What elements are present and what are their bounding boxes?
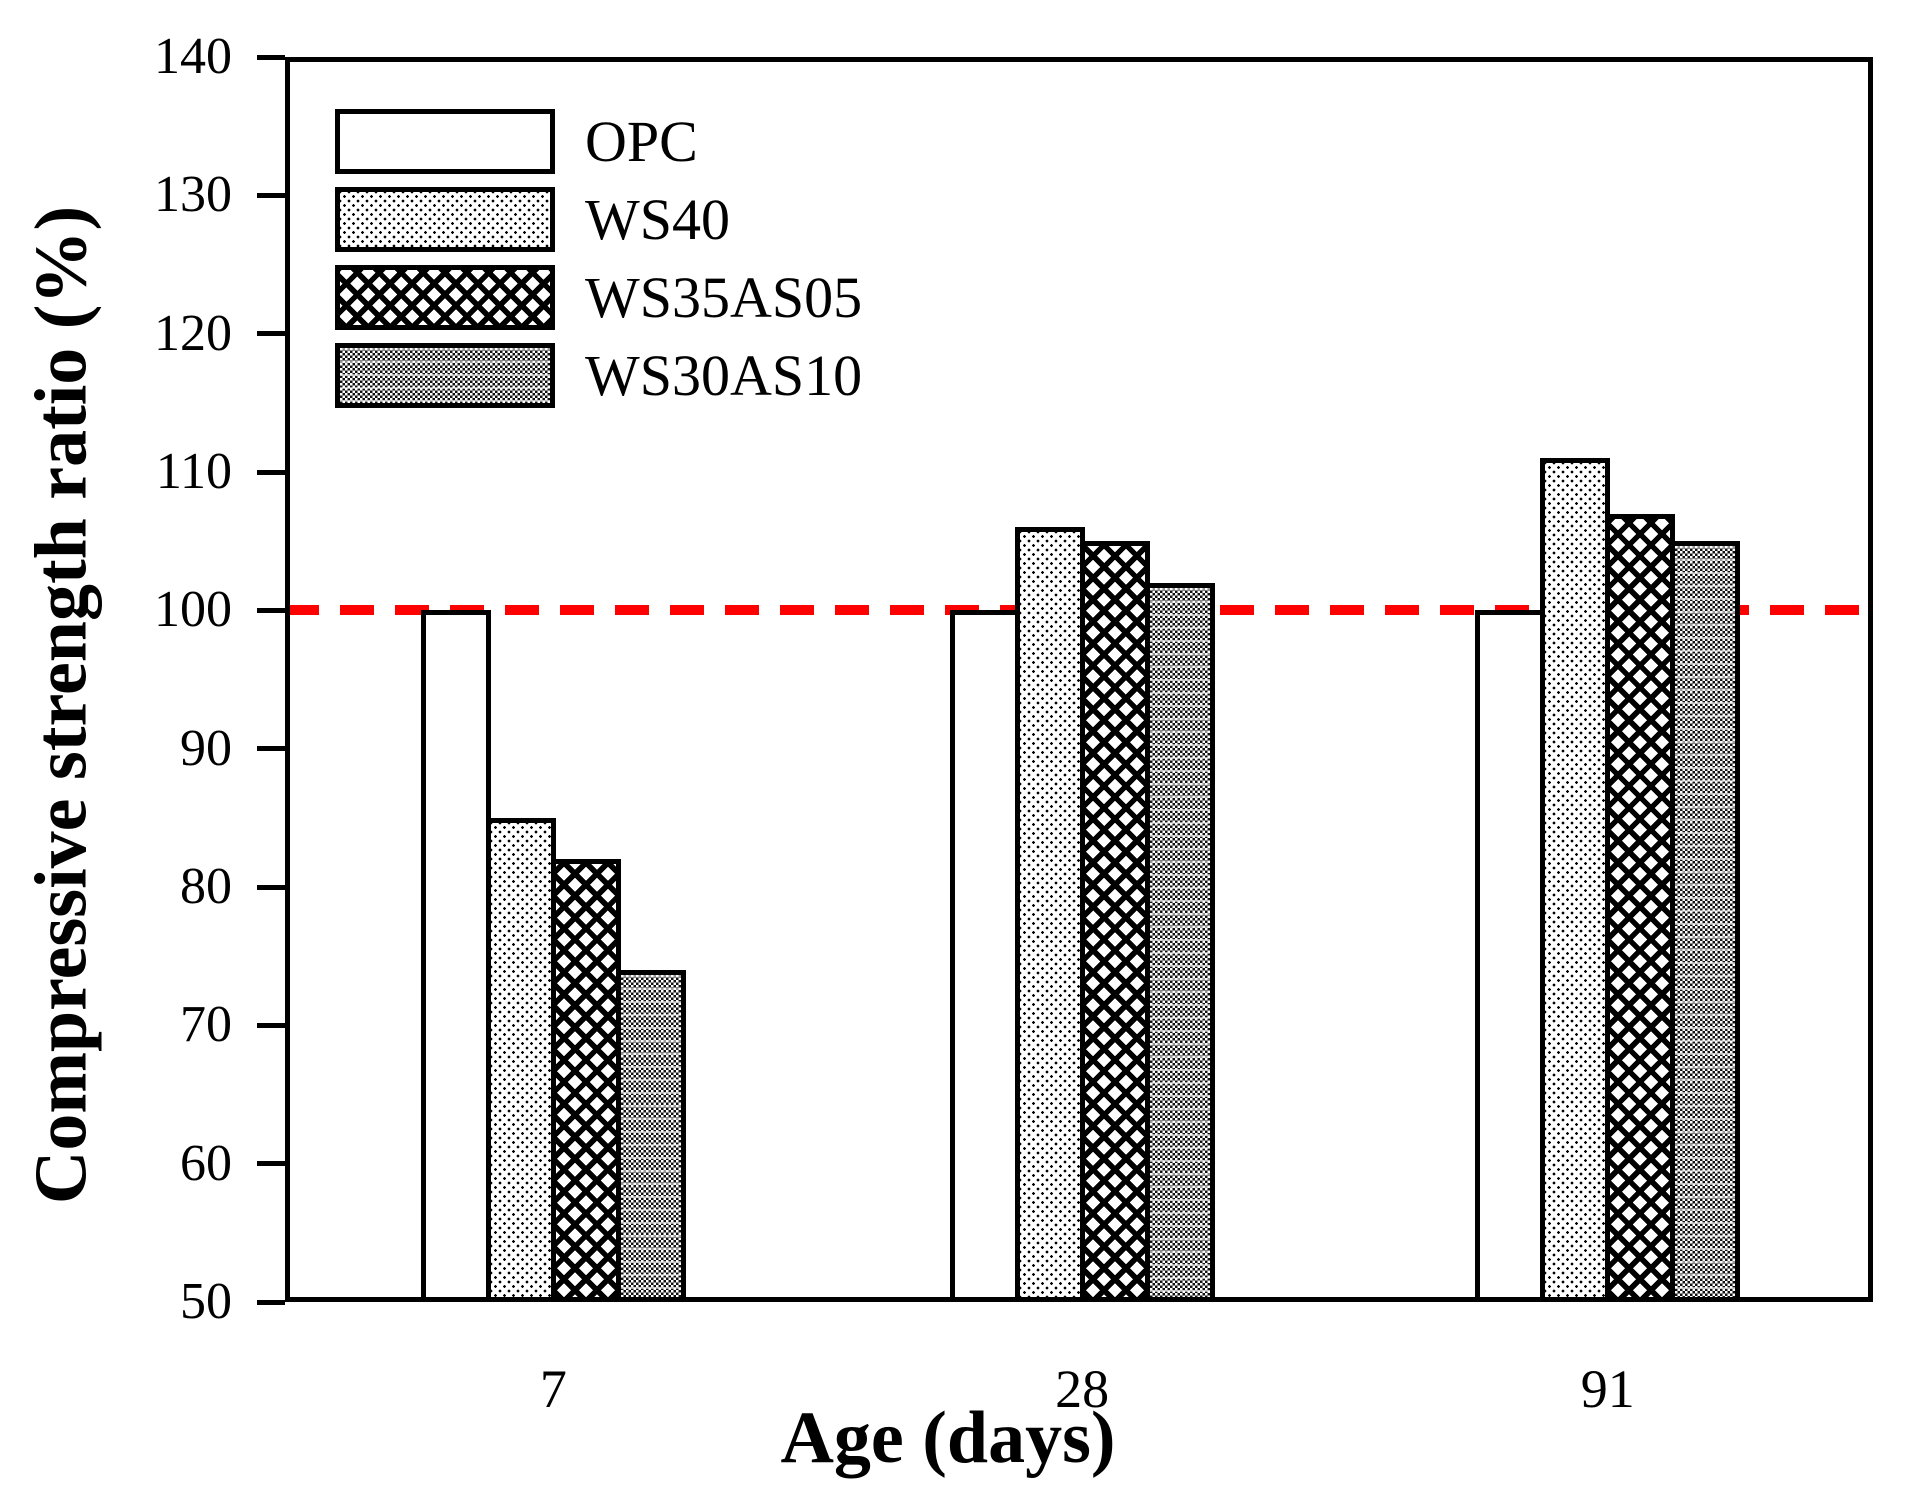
y-axis-tick-label: 130 xyxy=(154,166,232,224)
legend-label: WS40 xyxy=(585,187,730,252)
bar-ws30as10-91days xyxy=(1670,541,1741,1302)
diamond-crosshatch-swatch-icon xyxy=(335,265,555,330)
y-axis-tick-label: 90 xyxy=(180,719,232,777)
legend: OPC WS40 WS35AS05 WS30AS10 xyxy=(335,109,862,421)
bar-ws30as10-28days xyxy=(1144,582,1215,1302)
bar-ws40-28days xyxy=(1014,527,1085,1302)
plain-white-swatch-icon xyxy=(335,109,555,174)
legend-label: WS30AS10 xyxy=(585,343,863,408)
y-axis-tick xyxy=(257,331,285,337)
y-axis-tick-label: 100 xyxy=(154,581,232,639)
legend-label: OPC xyxy=(585,109,698,174)
y-axis-tick xyxy=(257,1299,285,1305)
y-axis-tick-label: 70 xyxy=(180,996,232,1054)
y-axis-tick-label: 120 xyxy=(154,304,232,362)
y-axis-tick xyxy=(257,1161,285,1167)
bar-ws40-91days xyxy=(1540,458,1611,1302)
bar-opc-91days xyxy=(1475,610,1546,1302)
plot-area: 50 60 70 80 90 100 110 120 130 140 7 28 91 OPC WS40 WS3… xyxy=(154,28,1873,1419)
x-axis-tick-label: 91 xyxy=(1580,1359,1635,1419)
y-axis-tick-label: 140 xyxy=(154,28,232,85)
y-axis-tick-label: 50 xyxy=(180,1273,232,1330)
y-axis-tick-label: 110 xyxy=(155,443,232,500)
legend-item-ws40: WS40 xyxy=(335,187,862,252)
legend-item-ws30as10: WS30AS10 xyxy=(335,343,862,408)
y-axis-tick xyxy=(257,192,285,198)
bar-opc-7days xyxy=(420,610,491,1302)
y-axis-tick-label: 60 xyxy=(180,1134,232,1192)
bar-ws40-7days xyxy=(485,817,556,1302)
bar-ws35as05-7days xyxy=(550,859,621,1302)
bar-ws35as05-28days xyxy=(1079,541,1150,1302)
gray-checker-swatch-icon xyxy=(335,343,555,408)
legend-item-opc: OPC xyxy=(335,109,862,174)
x-axis-tick-label: 7 xyxy=(539,1359,567,1419)
bar-opc-28days xyxy=(949,610,1020,1302)
x-axis-title: Age (days) xyxy=(780,1397,1116,1479)
x-axis-tick-label: 28 xyxy=(1055,1359,1110,1419)
y-axis-tick xyxy=(257,607,285,613)
fine-dots-swatch-icon xyxy=(335,187,555,252)
bar-ws35as05-91days xyxy=(1605,513,1676,1302)
y-axis-tick xyxy=(257,884,285,890)
bar-ws30as10-7days xyxy=(615,970,686,1302)
legend-item-ws35as05: WS35AS05 xyxy=(335,265,862,330)
y-axis-tick xyxy=(257,1022,285,1028)
y-axis-tick xyxy=(257,469,285,475)
legend-label: WS35AS05 xyxy=(585,265,863,330)
y-axis-tick-label: 80 xyxy=(180,858,232,915)
y-axis-tick xyxy=(257,54,285,60)
y-axis-tick xyxy=(257,746,285,752)
